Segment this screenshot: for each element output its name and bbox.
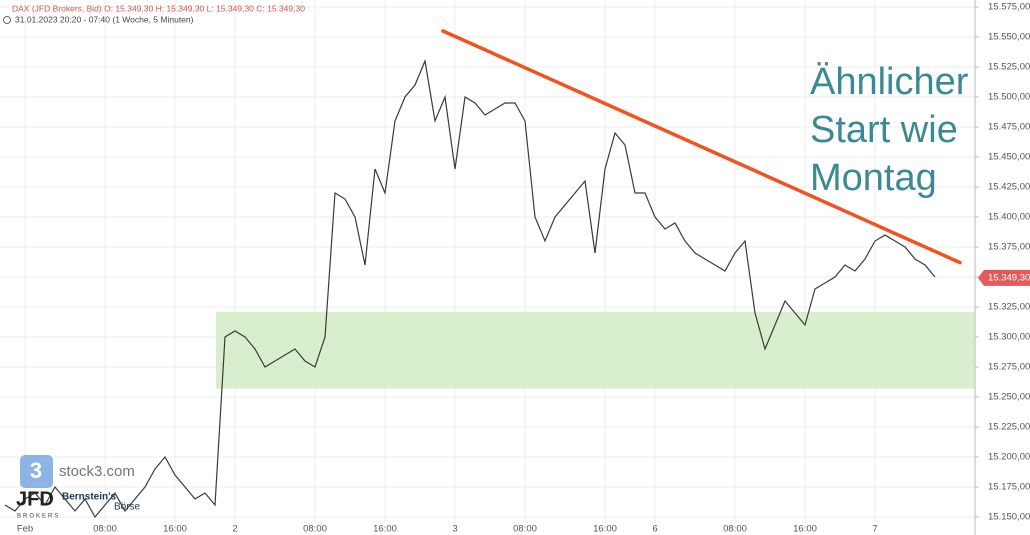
x-tick-label: 16:00 (793, 524, 817, 535)
stock3-icon-glyph: 3 (30, 458, 42, 483)
x-tick-label: 2 (232, 524, 237, 535)
price-line (4, 58, 936, 519)
x-tick-label: 16:00 (163, 524, 187, 535)
y-tick-label: 15.475,00 (988, 122, 1030, 133)
y-tick-label: 15.375,00 (988, 242, 1030, 253)
x-tick-label: 7 (872, 524, 877, 535)
x-tick-label: 16:00 (373, 524, 397, 535)
x-tick-label: 08:00 (723, 524, 747, 535)
logo-text: BROKERS (17, 514, 60, 520)
y-tick-label: 15.575,00 (988, 2, 1030, 13)
y-tick-label: 15.250,00 (988, 392, 1030, 403)
annotation: Ähnlicher (810, 61, 969, 103)
y-tick-label: 15.500,00 (988, 92, 1030, 103)
zone-layer (216, 311, 975, 389)
x-tick-label: 08:00 (513, 524, 537, 535)
logo-text: Börse (114, 502, 141, 513)
support-zone (216, 311, 975, 389)
x-tick-label: 3 (452, 524, 457, 535)
y-tick-label: 15.300,00 (988, 332, 1030, 343)
x-tick-label: 08:00 (303, 524, 327, 535)
y-tick-label: 15.225,00 (988, 422, 1030, 433)
logo-text: stock3.com (59, 463, 135, 480)
chart-subtitle: 31.01.2023 20:20 - 07:40 (1 Woche, 5 Min… (15, 14, 194, 24)
y-tick-label: 15.425,00 (988, 182, 1030, 193)
trend-line (441, 29, 962, 265)
x-tick-label: 08:00 (93, 524, 117, 535)
x-tick-label: 16:00 (593, 524, 617, 535)
chart-title: DAX (JFD Brokers, Bid) O: 15.349,30 H: 1… (12, 3, 305, 13)
stock3-icon (20, 455, 53, 488)
y-tick-label: 15.150,00 (988, 512, 1030, 523)
clock-icon (3, 16, 11, 24)
y-tick-label: 15.200,00 (988, 452, 1030, 463)
y-tick-label: 15.450,00 (988, 152, 1030, 163)
y-tick-label: 15.400,00 (988, 212, 1030, 223)
last-price-box (978, 269, 1030, 286)
price-layer (4, 58, 936, 519)
y-tick-label: 15.175,00 (988, 482, 1030, 493)
logo-text: Bernstein's (62, 492, 117, 503)
last-price-label: 15.349,30 (988, 272, 1030, 283)
y-tick-label: 15.525,00 (988, 62, 1030, 73)
overlay-layer (441, 29, 962, 265)
x-tick-label: Feb (17, 524, 33, 535)
logo-text: JFD (16, 488, 54, 510)
annotation: Start wie (810, 109, 958, 151)
y-tick-label: 15.550,00 (988, 32, 1030, 43)
y-tick-label: 15.325,00 (988, 302, 1030, 313)
x-tick-label: 6 (652, 524, 657, 535)
y-tick-label: 15.275,00 (988, 362, 1030, 373)
annotation: Montag (810, 157, 937, 199)
